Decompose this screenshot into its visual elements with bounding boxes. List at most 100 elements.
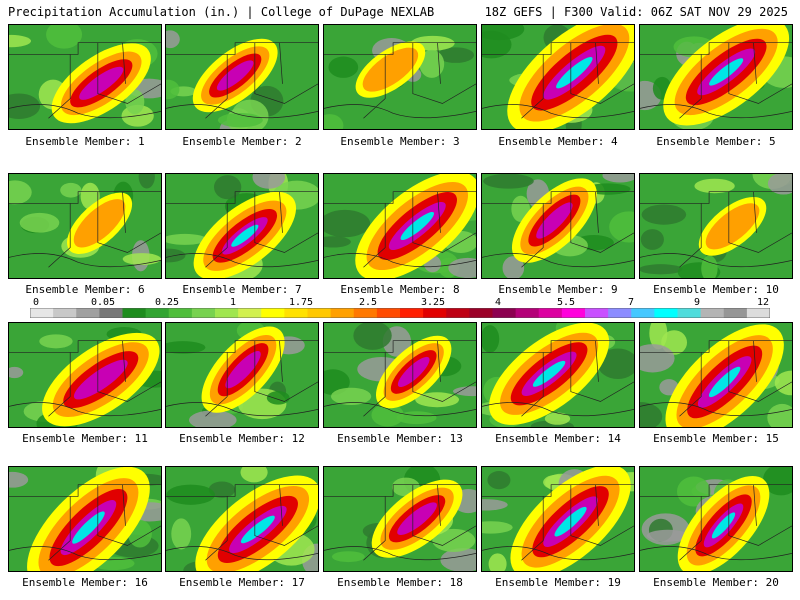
state-boundary-line (412, 42, 476, 104)
state-boundary-line (412, 484, 476, 546)
state-boundary-line (166, 340, 318, 353)
precip-map (482, 25, 634, 129)
state-boundary-line (324, 253, 476, 268)
state-boundary-line (570, 340, 634, 402)
state-boundary-line (279, 191, 283, 233)
colorbar-tick-label: 1 (229, 297, 237, 308)
precip-core-cyan (532, 360, 566, 387)
state-boundary-line (482, 402, 634, 417)
colorbar-swatch (608, 308, 632, 318)
state-boundary-line (437, 340, 441, 382)
state-boundary-line (482, 253, 634, 268)
precip-blob (487, 471, 511, 490)
state-boundary-line (595, 484, 599, 526)
state-boundary-line (254, 340, 318, 402)
state-boundary-line (521, 496, 544, 561)
state-boundary-line (205, 54, 228, 119)
precip-map (482, 323, 634, 427)
state-boundary-line (640, 340, 792, 353)
precip-blob (353, 323, 392, 350)
colorbar-tick-label: 0.05 (90, 297, 116, 308)
precip-map (482, 174, 634, 278)
state-boundary-line (521, 54, 544, 119)
precip-blob (166, 341, 206, 354)
state-boundary-line (166, 42, 318, 55)
precip-map (166, 25, 318, 129)
precip-blob (166, 30, 180, 49)
colorbar-swatch (400, 308, 424, 318)
precip-map (324, 467, 476, 571)
state-boundary-line (48, 496, 71, 561)
precip-band-magenta (397, 356, 430, 388)
precip-blob (371, 403, 404, 427)
precip-blob (640, 229, 664, 250)
colorbar-tick-label: 7 (627, 297, 635, 308)
state-boundary-line (521, 203, 544, 268)
state-boundary-line (753, 340, 757, 382)
state-boundary-line (324, 340, 476, 353)
state-boundary-line (679, 496, 702, 561)
precip-blob (767, 174, 792, 195)
ensemble-panel (323, 173, 477, 279)
ensemble-member-label: Ensemble Member: 15 (653, 432, 779, 445)
ensemble-panel (165, 173, 319, 279)
state-boundary-line (166, 484, 318, 497)
state-boundary-line (9, 253, 161, 268)
precip-map (324, 174, 476, 278)
precip-blob (19, 212, 60, 233)
colorbar-swatch (261, 308, 285, 318)
precip-map (9, 174, 161, 278)
state-boundary-line (324, 42, 476, 55)
state-boundary-line (324, 402, 476, 417)
ensemble-panel (8, 24, 162, 130)
state-boundary-line (279, 484, 283, 526)
precip-blob (166, 79, 180, 100)
state-boundary-line (482, 484, 634, 497)
colorbar-swatch (700, 308, 725, 318)
precip-core-cyan (708, 366, 741, 398)
state-boundary-line (679, 54, 702, 119)
ensemble-member-label: Ensemble Member: 6 (25, 283, 145, 296)
valid-time-label: 18Z GEFS | F300 Valid: 06Z SAT NOV 29 20… (484, 5, 788, 19)
ensemble-member-label: Ensemble Member: 16 (22, 576, 148, 589)
colorbar-swatch (723, 308, 748, 318)
state-boundary-line (728, 42, 792, 104)
state-boundary-line (254, 42, 318, 104)
colorbar-tick-label: 1.75 (288, 297, 314, 308)
precip-blob (482, 521, 513, 534)
precip-blob (171, 518, 192, 550)
precip-blob (762, 467, 792, 496)
state-boundary-line (753, 484, 757, 526)
state-boundary-line (363, 352, 386, 417)
state-boundary-line (9, 402, 161, 417)
precip-blob (122, 253, 161, 266)
colorbar-swatch (585, 308, 609, 318)
colorbar-swatch (561, 308, 586, 318)
state-boundary-line (279, 340, 283, 382)
precip-blob (502, 256, 525, 278)
precip-blob (694, 178, 735, 194)
precip-map (166, 174, 318, 278)
precip-blob (448, 257, 476, 278)
precip-blob (125, 89, 145, 115)
state-boundary-line (679, 352, 702, 417)
ensemble-panel (481, 24, 635, 130)
ensemble-panel (8, 173, 162, 279)
precip-core-cyan (72, 511, 105, 544)
precip-map (482, 467, 634, 571)
precip-blob (483, 174, 534, 189)
ensemble-panel (165, 322, 319, 428)
precip-blob (440, 548, 476, 571)
precip-blob (646, 529, 690, 542)
colorbar-swatch (238, 308, 262, 318)
ensemble-member-label: Ensemble Member: 11 (22, 432, 148, 445)
colorbar-tick-label: 9 (693, 297, 701, 308)
colorbar-swatch (191, 308, 216, 318)
state-boundary-line (640, 484, 792, 497)
precip-map (166, 323, 318, 427)
colorbar-tick-label: 4 (494, 297, 502, 308)
precip-blob (602, 174, 634, 183)
precip-map (640, 323, 792, 427)
state-boundary-line (166, 191, 318, 204)
ensemble-member-label: Ensemble Member: 8 (340, 283, 460, 296)
